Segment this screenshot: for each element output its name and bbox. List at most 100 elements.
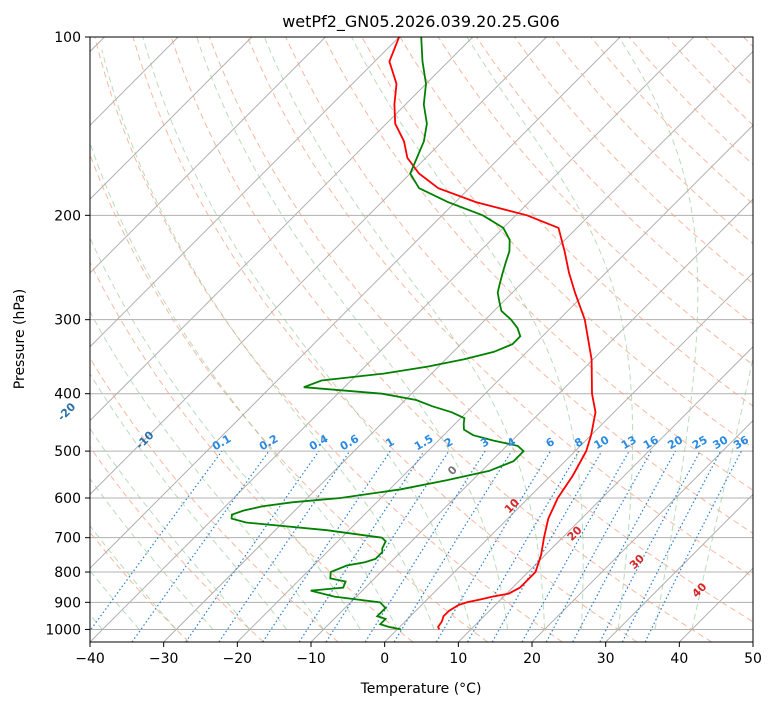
x-tick-label: 20 — [523, 651, 541, 667]
mixing-ratio-label: 4 — [505, 435, 518, 450]
isotherm-line — [384, 272, 753, 642]
mixing-ratio-line — [298, 450, 425, 642]
mixing-ratio-line — [435, 450, 552, 642]
y-tick-label: 1000 — [45, 622, 81, 638]
mixing-ratio-line — [572, 450, 677, 642]
mixing-ratio-line — [131, 450, 270, 642]
y-tick-label: 600 — [54, 491, 81, 507]
y-tick-label: 200 — [54, 208, 81, 224]
moist-adiabat-line — [466, 37, 634, 630]
dry-adiabat-line — [514, 37, 753, 285]
mixing-ratio-line — [393, 450, 513, 642]
moist-adiabat-label: 10 — [502, 496, 522, 516]
x-tick-label: −20 — [223, 651, 253, 667]
dry-adiabat-line — [170, 37, 712, 642]
dry-adiabat-line — [590, 37, 753, 205]
x-tick-label: 10 — [449, 651, 467, 667]
isotherm-line — [163, 50, 753, 642]
isotherm-line — [678, 567, 753, 642]
dry-adiabat-line — [704, 37, 753, 87]
y-tick-label: 100 — [54, 30, 81, 46]
mixing-ratio-label: 13 — [619, 433, 639, 452]
dry-adiabat-line — [208, 37, 753, 623]
isotherm-line — [90, 37, 474, 422]
y-tick-label: 400 — [54, 387, 81, 403]
dry-adiabat-line — [90, 261, 414, 642]
dry-adiabat-line — [132, 37, 638, 642]
moist-adiabat-label: 20 — [565, 523, 585, 543]
mixing-ratio-label: 36 — [731, 433, 751, 452]
dry-adiabat-line — [743, 37, 753, 48]
dry-adiabat-line — [285, 37, 753, 535]
isotherm-line — [457, 346, 753, 642]
mixing-ratio-label: 0.6 — [338, 432, 362, 453]
dry-adiabat-line — [666, 37, 753, 126]
moist-adiabat-line — [90, 310, 324, 630]
y-tick-label: 300 — [54, 313, 81, 329]
x-tick-label: 40 — [670, 651, 688, 667]
isotherm-line — [531, 419, 753, 642]
mixing-ratio-line — [521, 450, 630, 642]
isotherm-line — [605, 493, 753, 642]
isotherm-line — [90, 37, 400, 348]
moist-adiabat-label: 30 — [627, 552, 647, 572]
dry-adiabat-label: -20 — [55, 400, 78, 423]
y-tick-label: 700 — [54, 531, 81, 547]
x-tick-label: 50 — [744, 651, 762, 667]
y-tick-label: 500 — [54, 444, 81, 460]
moist-adiabat-line — [90, 236, 361, 630]
isotherm-line — [236, 124, 753, 642]
plot-frame — [89, 36, 754, 643]
mixing-ratio-line — [644, 450, 742, 642]
dry-adiabat-line — [475, 37, 753, 325]
isotherm-line — [90, 37, 621, 569]
mixing-ratio-label: 16 — [641, 433, 661, 452]
mixing-ratio-label: 0.2 — [257, 432, 280, 453]
mixing-ratio-label: 30 — [711, 433, 731, 452]
dry-adiabat-line — [437, 37, 753, 366]
moist-adiabat-line — [142, 37, 472, 630]
moist-adiabat-line — [90, 141, 398, 630]
isotherm-line — [90, 37, 547, 496]
dry-adiabat-line — [323, 37, 753, 491]
moist-adiabat-line — [351, 37, 584, 630]
mixing-ratio-label: 1 — [383, 435, 396, 450]
dry-adiabat-line — [552, 37, 753, 245]
mixing-ratio-label: 2 — [442, 435, 455, 450]
dry-adiabat-line — [90, 153, 488, 642]
y-tick-label: 800 — [54, 565, 81, 581]
temperature-profile-line — [388, 37, 597, 630]
dry-adiabat-line — [90, 531, 190, 642]
dry-adiabat-line — [246, 37, 753, 578]
moist-adiabat-line — [196, 37, 509, 630]
x-tick-label: −30 — [149, 651, 179, 667]
isotherm-line — [752, 641, 753, 642]
moist-adiabat-line — [90, 525, 177, 630]
mixing-ratio-line — [325, 450, 450, 642]
y-axis-label: Pressure (hPa) — [12, 289, 28, 389]
mixing-ratio-line — [262, 450, 391, 642]
mixing-ratio-label: 3 — [478, 435, 491, 450]
mixing-ratio-line — [218, 450, 351, 642]
dry-adiabat-label: -10 — [133, 428, 156, 451]
moist-adiabat-line — [263, 37, 545, 630]
isotherm-line — [90, 37, 695, 642]
moist-adiabat-line — [90, 372, 288, 630]
mixing-ratio-label: 20 — [665, 433, 685, 452]
x-tick-label: 0 — [380, 651, 389, 667]
moist-adiabat-line — [691, 355, 753, 630]
x-tick-label: 30 — [597, 651, 615, 667]
isotherm-line — [90, 37, 326, 274]
x-tick-label: −10 — [296, 651, 326, 667]
dry-adiabat-line — [90, 446, 264, 642]
moist-adiabat-line — [101, 49, 435, 630]
mixing-ratio-label: 1.5 — [412, 432, 435, 453]
x-axis-label: Temperature (°C) — [360, 681, 482, 697]
mixing-ratio-line — [185, 450, 320, 642]
mixing-ratio-label: 0.1 — [210, 432, 233, 453]
mixing-ratio-label: 0.4 — [307, 432, 331, 453]
mixing-ratio-line — [545, 450, 652, 642]
chart-title: wetPf2_GN05.2026.039.20.25.G06 — [282, 12, 560, 32]
mixing-ratio-label: 25 — [690, 433, 710, 452]
